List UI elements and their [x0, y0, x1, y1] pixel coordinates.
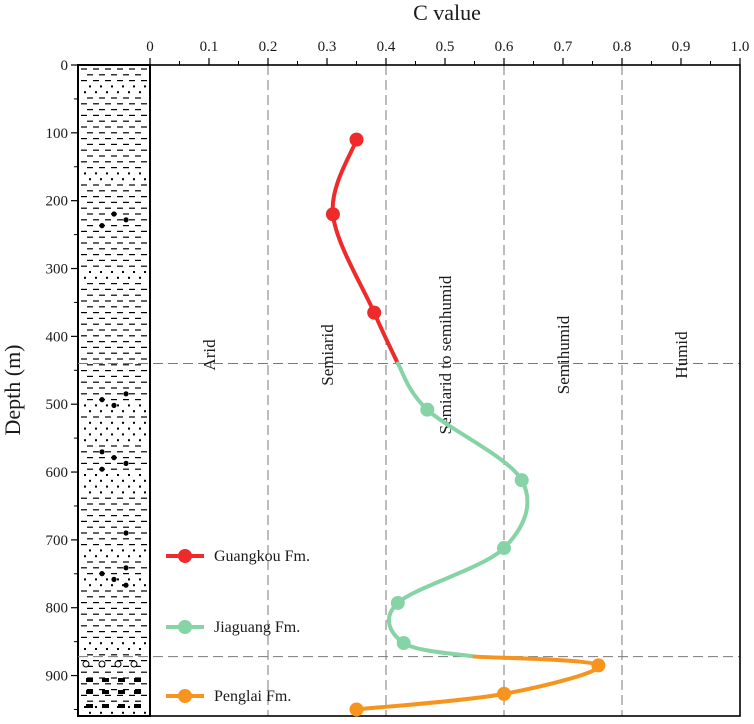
- x-tick-label: 0.2: [259, 39, 278, 55]
- zone-label: Arid: [200, 339, 219, 371]
- x-axis-ticks: 0 0.1 0.2 0.3 0.4 0.5 0.6 0.7 0.8 0.9 1.0: [146, 39, 749, 65]
- series-line: [354, 654, 601, 712]
- data-point: [367, 305, 382, 320]
- series-line: [330, 137, 400, 366]
- zone-label: Semiarid: [318, 324, 337, 386]
- x-tick-label: 0.3: [318, 39, 337, 55]
- climate-zone-labels: Arid Semiarid Semiarid to semihumid Semihum…: [200, 275, 691, 434]
- lithology-frame: [77, 64, 151, 717]
- legend-swatch-marker: [178, 689, 192, 703]
- y-axis-ticks: 0 100 200 300 400 500 600 700 800 900: [46, 58, 78, 710]
- data-point: [390, 595, 405, 610]
- y-tick-label: 400: [46, 329, 69, 345]
- lithology-column: [77, 64, 151, 717]
- legend: Guangkou Fm. Jiaguang Fm. Penglai Fm.: [166, 548, 310, 705]
- grid-lines: [78, 65, 740, 716]
- series-lines: [330, 137, 601, 712]
- y-tick-label: 500: [46, 397, 69, 413]
- legend-swatch-marker: [178, 549, 192, 563]
- data-point: [396, 635, 411, 650]
- y-axis-title: Depth (m): [0, 344, 25, 435]
- y-tick-label: 200: [46, 194, 69, 210]
- data-point: [497, 541, 511, 556]
- x-tick-label: 0.6: [495, 39, 514, 55]
- x-axis-title: C value: [413, 0, 481, 25]
- x-tick-label: 0: [146, 39, 154, 55]
- x-tick-label: 1.0: [731, 39, 750, 55]
- series-markers: [325, 132, 606, 717]
- legend-label: Guangkou Fm.: [214, 548, 310, 565]
- zone-label: Humid: [672, 331, 691, 379]
- data-point: [349, 132, 364, 147]
- data-point: [325, 207, 340, 222]
- y-tick-label: 600: [46, 465, 69, 481]
- legend-label: Penglai Fm.: [214, 688, 291, 705]
- data-point: [514, 473, 529, 488]
- data-point: [349, 702, 364, 717]
- y-tick-label: 300: [46, 262, 69, 278]
- legend-swatch-marker: [178, 620, 192, 634]
- x-tick-label: 0.7: [554, 39, 573, 55]
- zone-label: Semiarid to semihumid: [436, 275, 455, 434]
- y-tick-label: 800: [46, 601, 69, 617]
- zone-label: Semihumid: [554, 315, 573, 394]
- y-tick-label: 700: [46, 533, 69, 549]
- data-point: [591, 658, 606, 673]
- data-point: [420, 402, 435, 417]
- y-tick-label: 900: [46, 669, 69, 685]
- legend-label: Jiaguang Fm.: [214, 619, 300, 636]
- y-tick-label: 0: [61, 58, 69, 74]
- x-tick-label: 0.1: [200, 39, 219, 55]
- series-line: [386, 361, 530, 659]
- y-tick-label: 100: [46, 126, 69, 142]
- x-tick-label: 0.4: [377, 39, 396, 55]
- x-tick-label: 0.8: [613, 39, 632, 55]
- data-point: [497, 686, 511, 701]
- x-tick-label: 0.5: [436, 39, 455, 55]
- x-tick-label: 0.9: [672, 39, 691, 55]
